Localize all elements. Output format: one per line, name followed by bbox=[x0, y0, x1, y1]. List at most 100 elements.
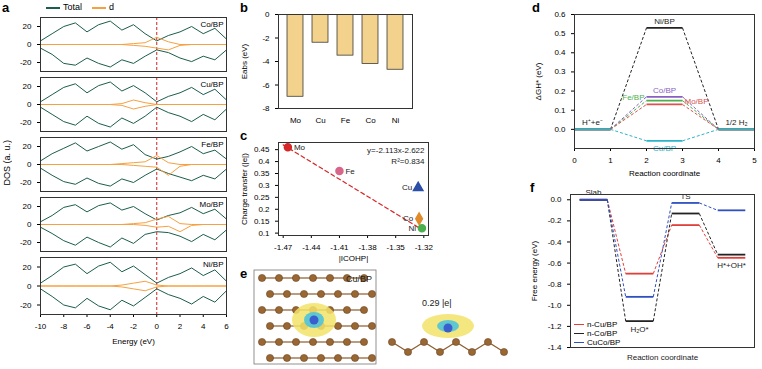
svg-text:Co: Co bbox=[365, 116, 376, 125]
svg-text:0.29 |e|: 0.29 |e| bbox=[422, 298, 452, 308]
svg-text:4: 4 bbox=[716, 156, 721, 165]
svg-text:ΔGH* (eV): ΔGH* (eV) bbox=[534, 62, 543, 100]
svg-text:0.25: 0.25 bbox=[254, 193, 270, 202]
svg-text:-1.4: -1.4 bbox=[548, 343, 562, 352]
svg-text:-20: -20 bbox=[20, 238, 32, 247]
svg-text:20: 20 bbox=[23, 202, 32, 211]
svg-text:H₂O*: H₂O* bbox=[630, 325, 648, 334]
svg-text:0.3: 0.3 bbox=[258, 181, 270, 190]
svg-text:-1.0: -1.0 bbox=[548, 301, 562, 310]
svg-text:0.5: 0.5 bbox=[554, 29, 566, 38]
svg-text:Ni: Ni bbox=[392, 116, 400, 125]
svg-text:0.45: 0.45 bbox=[254, 145, 270, 154]
svg-text:Co/BP: Co/BP bbox=[653, 86, 676, 95]
svg-text:TS: TS bbox=[680, 192, 690, 201]
svg-text:-10: -10 bbox=[35, 322, 47, 331]
svg-text:Ni/BP: Ni/BP bbox=[654, 17, 674, 26]
svg-text:-8: -8 bbox=[60, 322, 68, 331]
svg-text:H⁺+e⁻: H⁺+e⁻ bbox=[582, 118, 603, 127]
svg-text:5: 5 bbox=[752, 156, 757, 165]
svg-text:Fe: Fe bbox=[345, 167, 355, 176]
svg-text:-20: -20 bbox=[20, 58, 32, 67]
svg-text:Ni/BP: Ni/BP bbox=[203, 260, 223, 269]
svg-text:0: 0 bbox=[27, 160, 32, 169]
svg-text:0.2: 0.2 bbox=[554, 87, 566, 96]
svg-text:-1.32: -1.32 bbox=[415, 243, 434, 252]
svg-text:-1.35: -1.35 bbox=[387, 243, 406, 252]
svg-text:Reaction coordinate: Reaction coordinate bbox=[627, 353, 699, 362]
svg-text:0: 0 bbox=[27, 220, 32, 229]
svg-text:-20: -20 bbox=[20, 301, 32, 310]
svg-text:0.4: 0.4 bbox=[258, 157, 270, 166]
svg-text:2: 2 bbox=[178, 322, 183, 331]
svg-text:Mo/BP: Mo/BP bbox=[199, 200, 223, 209]
svg-text:-1.44: -1.44 bbox=[302, 243, 321, 252]
svg-text:Ni: Ni bbox=[408, 224, 416, 233]
svg-text:-4: -4 bbox=[107, 322, 115, 331]
svg-text:Fe/BP: Fe/BP bbox=[201, 140, 223, 149]
svg-text:Cu: Cu bbox=[315, 116, 325, 125]
svg-text:-0.2: -0.2 bbox=[548, 216, 562, 225]
svg-text:Free energy (eV): Free energy (eV) bbox=[530, 240, 539, 301]
svg-text:y=-2.113x-2.622: y=-2.113x-2.622 bbox=[367, 146, 425, 155]
svg-text:Energy (eV): Energy (eV) bbox=[112, 337, 155, 346]
svg-text:20: 20 bbox=[23, 263, 32, 272]
svg-text:-0.8: -0.8 bbox=[548, 280, 562, 289]
svg-text:-6: -6 bbox=[83, 322, 91, 331]
svg-text:Cu/BP: Cu/BP bbox=[200, 80, 223, 89]
svg-text:-4: -4 bbox=[262, 57, 270, 66]
svg-text:0.0: 0.0 bbox=[554, 125, 566, 134]
svg-text:H*+OH*: H*+OH* bbox=[717, 261, 746, 270]
svg-text:-6: -6 bbox=[262, 81, 270, 90]
svg-text:6: 6 bbox=[224, 322, 229, 331]
svg-text:0: 0 bbox=[27, 100, 32, 109]
svg-text:-20: -20 bbox=[20, 118, 32, 127]
svg-text:2: 2 bbox=[644, 156, 649, 165]
svg-text:0: 0 bbox=[27, 282, 32, 291]
svg-text:Mo/BP: Mo/BP bbox=[685, 97, 709, 106]
svg-text:-2: -2 bbox=[130, 322, 138, 331]
svg-text:Fe/BP: Fe/BP bbox=[622, 93, 644, 102]
svg-text:Mo: Mo bbox=[294, 143, 306, 152]
svg-text:0.35: 0.35 bbox=[254, 169, 270, 178]
svg-text:0.3: 0.3 bbox=[554, 67, 566, 76]
svg-text:0.6: 0.6 bbox=[554, 10, 566, 19]
svg-text:0: 0 bbox=[155, 322, 160, 331]
svg-text:20: 20 bbox=[23, 82, 32, 91]
svg-text:20: 20 bbox=[23, 142, 32, 151]
svg-text:-20: -20 bbox=[20, 178, 32, 187]
svg-text:1/2 H₂: 1/2 H₂ bbox=[725, 118, 747, 127]
svg-text:0: 0 bbox=[572, 156, 577, 165]
svg-text:-0.4: -0.4 bbox=[548, 238, 562, 247]
svg-text:-1.2: -1.2 bbox=[548, 322, 562, 331]
svg-text:1: 1 bbox=[608, 156, 613, 165]
svg-text:-0.6: -0.6 bbox=[548, 259, 562, 268]
svg-text:-1.38: -1.38 bbox=[358, 243, 377, 252]
svg-text:Cu: Cu bbox=[402, 183, 412, 192]
svg-text:0.2: 0.2 bbox=[258, 205, 270, 214]
svg-text:-8: -8 bbox=[262, 104, 270, 113]
svg-text:0.15: 0.15 bbox=[254, 217, 270, 226]
svg-text:-1.47: -1.47 bbox=[274, 243, 293, 252]
svg-text:Charge transfer (|e|): Charge transfer (|e|) bbox=[240, 153, 249, 225]
svg-text:|ICOHP|: |ICOHP| bbox=[339, 254, 369, 263]
svg-text:Mo: Mo bbox=[290, 116, 302, 125]
svg-text:Reaction coordinate: Reaction coordinate bbox=[629, 169, 701, 178]
svg-text:0: 0 bbox=[265, 10, 270, 19]
svg-text:R²=0.834: R²=0.834 bbox=[391, 157, 425, 166]
svg-text:Co: Co bbox=[403, 214, 414, 223]
svg-text:Co/BP: Co/BP bbox=[200, 20, 223, 29]
svg-text:0: 0 bbox=[27, 40, 32, 49]
svg-text:-1.41: -1.41 bbox=[330, 243, 349, 252]
svg-text:3: 3 bbox=[680, 156, 685, 165]
svg-text:-2: -2 bbox=[262, 34, 270, 43]
svg-text:0.4: 0.4 bbox=[554, 48, 566, 57]
svg-text:0.0: 0.0 bbox=[550, 195, 562, 204]
svg-text:Fe: Fe bbox=[341, 116, 351, 125]
svg-text:0.1: 0.1 bbox=[258, 229, 270, 238]
svg-text:0.1: 0.1 bbox=[554, 106, 566, 115]
svg-text:Cu/BP: Cu/BP bbox=[346, 274, 372, 284]
svg-text:20: 20 bbox=[23, 22, 32, 31]
svg-text:4: 4 bbox=[201, 322, 206, 331]
svg-text:Eabs (eV): Eabs (eV) bbox=[240, 43, 249, 79]
